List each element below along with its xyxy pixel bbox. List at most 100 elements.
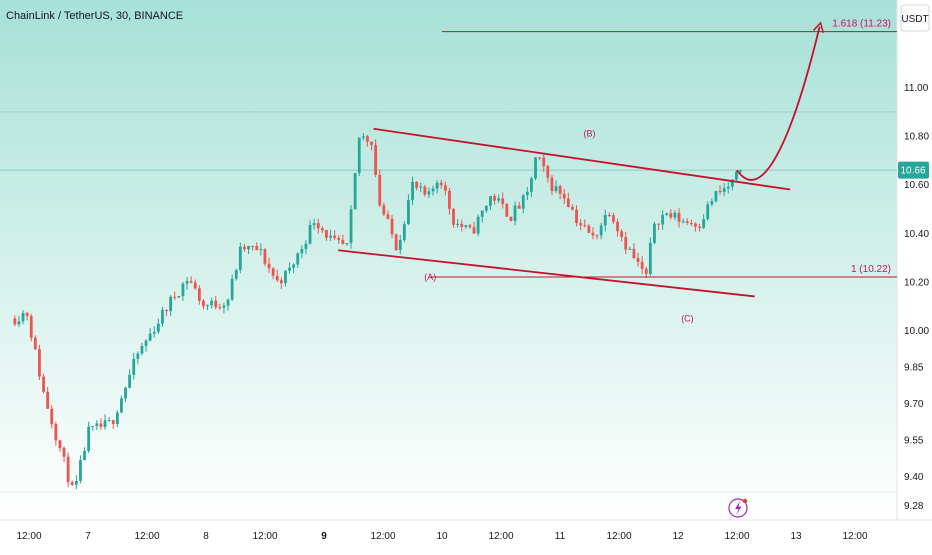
candle <box>538 157 542 161</box>
candle-body <box>284 270 287 284</box>
candle <box>579 219 583 230</box>
candle <box>427 187 431 198</box>
candle <box>648 237 652 276</box>
candle-body <box>115 412 119 424</box>
time-tick-label: 10 <box>436 531 448 542</box>
price-axis-background <box>897 0 932 520</box>
time-tick-label: 12:00 <box>488 531 513 542</box>
candle <box>546 164 550 183</box>
candle-body <box>128 374 132 388</box>
candle-body <box>534 157 537 179</box>
candle-body <box>46 391 50 409</box>
candle-body <box>247 245 250 250</box>
price-tick-label: 10.20 <box>904 277 929 288</box>
candle <box>107 416 111 422</box>
candle-body <box>509 216 513 221</box>
price-tick-label: 9.40 <box>904 472 924 483</box>
projection-arrow <box>736 21 825 181</box>
candle-body <box>394 234 398 251</box>
candle-body <box>599 225 603 236</box>
candle <box>603 209 607 232</box>
time-tick-label: 12:00 <box>252 531 277 542</box>
candle <box>542 152 546 172</box>
candle <box>620 229 624 242</box>
candle-body <box>411 181 414 201</box>
candle <box>702 214 706 230</box>
candle <box>50 405 54 429</box>
candle <box>644 266 648 278</box>
candle-body <box>558 186 562 194</box>
candle-body <box>390 218 394 235</box>
candle <box>243 243 246 252</box>
candle-body <box>468 225 472 228</box>
candle-body <box>464 225 468 227</box>
price-tick-label: 10.00 <box>904 326 929 337</box>
currency-button[interactable]: USDT <box>900 4 930 32</box>
wave-label: (A) <box>424 272 436 282</box>
candle-body <box>238 246 242 270</box>
candle-body <box>148 333 152 341</box>
fib-1618-label: 1.618 (11.23) <box>832 19 891 30</box>
candle-body <box>378 174 382 206</box>
time-axis[interactable]: 12:00 7 12:00 8 12:00 9 12:00 10 12:00 11 12:00 12 1… <box>16 531 867 542</box>
candle <box>300 245 304 259</box>
candlestick-series <box>13 133 742 490</box>
candle-body <box>710 201 714 205</box>
price-axis[interactable]: 9.28 9.40 9.55 9.70 9.85 10.00 10.20 10.40 10.60… <box>904 83 929 512</box>
candle-body <box>480 210 484 217</box>
candle-body <box>698 226 701 229</box>
candle <box>472 221 476 234</box>
candle-body <box>325 230 328 238</box>
time-tick-label: 8 <box>203 531 209 542</box>
candle <box>513 201 517 226</box>
candle <box>411 176 414 206</box>
candle-body <box>79 460 82 481</box>
candle-body <box>456 223 460 225</box>
candle-body <box>739 170 742 172</box>
candle-body <box>575 209 578 224</box>
candle-body <box>300 248 304 254</box>
lightning-icon[interactable] <box>728 498 748 518</box>
candle-body <box>95 423 99 427</box>
fib-1-label: 1 (10.22) <box>851 264 891 275</box>
candle-body <box>640 261 644 269</box>
candle-body <box>304 243 308 249</box>
candle <box>83 447 86 461</box>
candle <box>419 182 423 193</box>
candle-body <box>230 278 234 300</box>
symbol-title[interactable]: ChainLink / TetherUS, 30, BINANCE <box>6 10 183 22</box>
wave-labels: (A) (B) (C) <box>424 129 693 324</box>
time-tick-label: 11 <box>555 531 566 542</box>
candle-body <box>730 179 734 187</box>
candle-body <box>251 245 255 247</box>
candle <box>726 182 730 194</box>
candle-body <box>681 221 685 223</box>
candle <box>95 420 99 431</box>
candle <box>292 263 296 274</box>
candle <box>325 229 328 241</box>
candle-body <box>206 305 209 307</box>
candle-body <box>161 309 164 324</box>
candle-body <box>259 249 263 251</box>
candle-body <box>279 280 283 284</box>
candle <box>480 210 484 223</box>
candle <box>197 285 201 305</box>
candle <box>554 180 558 193</box>
candle <box>456 218 460 228</box>
currency-button-label[interactable]: USDT <box>901 14 928 25</box>
candle <box>271 267 275 280</box>
price-tick-label: 9.85 <box>904 362 924 373</box>
candle <box>173 291 177 301</box>
candle-body <box>361 136 365 138</box>
candle <box>689 219 693 227</box>
candle-body <box>193 282 197 289</box>
candle-body <box>316 223 320 229</box>
currency-button-frame[interactable] <box>900 4 930 32</box>
candle-body <box>29 316 33 338</box>
time-axis-background <box>0 520 932 550</box>
candle <box>320 226 324 234</box>
candle <box>152 326 156 338</box>
current-price-badge: 10.66 <box>898 161 929 179</box>
